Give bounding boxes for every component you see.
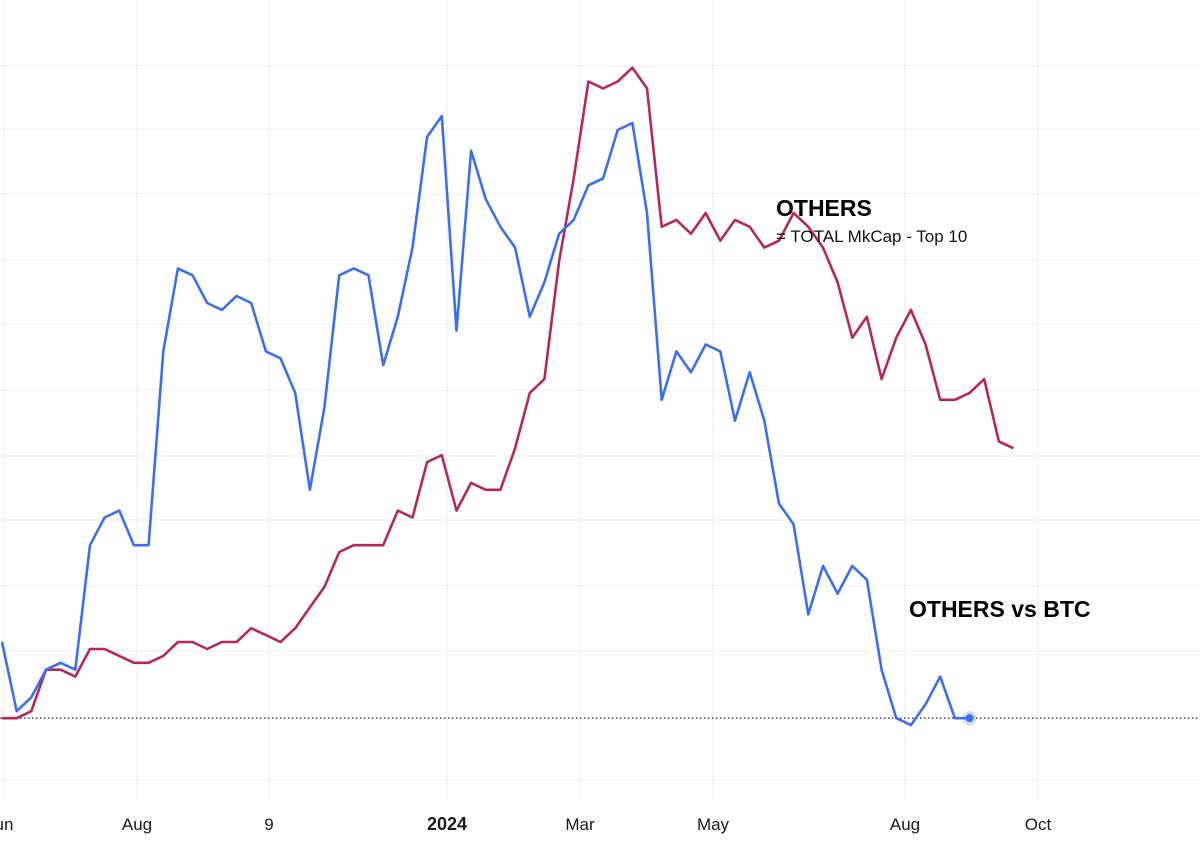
series-lines xyxy=(0,66,1015,727)
others-vs-btc-series-line xyxy=(0,114,970,727)
gridlines xyxy=(0,0,1200,800)
vs-btc-annotation-title: OTHERS vs BTC xyxy=(909,596,1091,622)
last-value-marker xyxy=(965,714,974,723)
x-tick-label: May xyxy=(697,815,730,834)
x-tick-label: Aug xyxy=(890,815,920,834)
others-annotation-subtitle: = TOTAL MkCap - Top 10 xyxy=(776,227,968,246)
x-axis-ticks: un Aug 9 2024 Mar May Aug Oct xyxy=(0,814,1051,834)
x-tick-label: 9 xyxy=(264,815,273,834)
x-tick-label: un xyxy=(0,815,13,834)
x-tick-label: Mar xyxy=(565,815,595,834)
x-tick-label: 2024 xyxy=(427,814,467,834)
others-annotation-title: OTHERS xyxy=(776,195,872,221)
x-tick-label: Oct xyxy=(1025,815,1052,834)
x-tick-label: Aug xyxy=(122,815,152,834)
others-series-line xyxy=(2,66,1015,720)
